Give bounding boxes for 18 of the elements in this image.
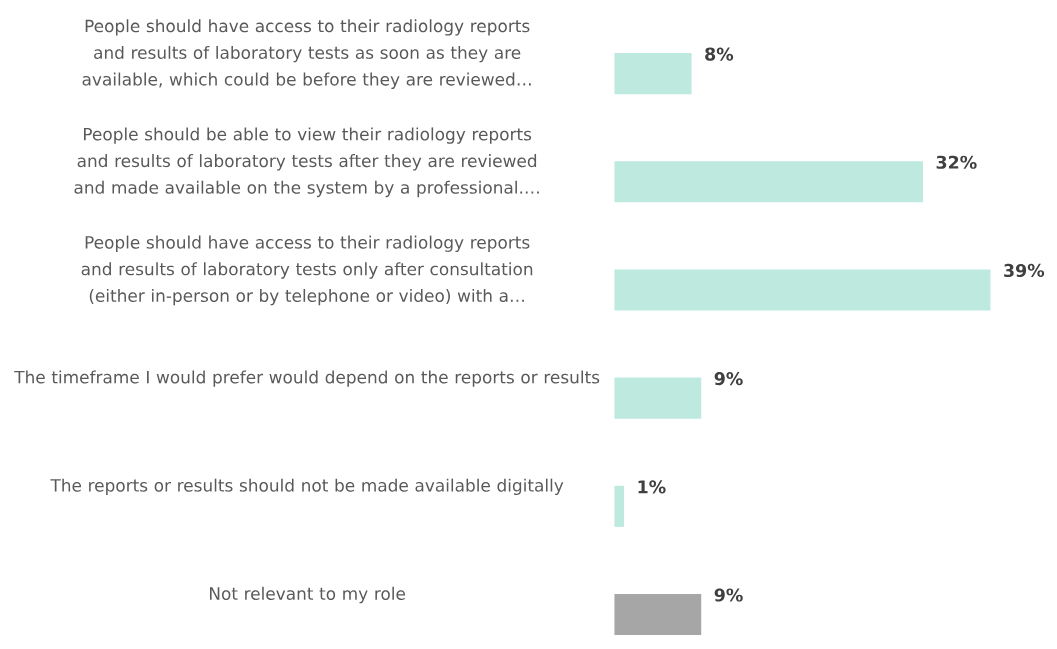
data-label: 9% <box>714 371 743 386</box>
y-tick-label: People should have access to their radiology reports and results of laboratory tests only after consultation (either in-person or by telephone or video) with a… <box>81 235 533 306</box>
bar <box>614 485 625 527</box>
bar <box>614 161 923 203</box>
y-tick-label: People should have access to their radiology reports and results of laboratory tests as soon as they are available, which could be before they are reviewed… <box>82 19 531 89</box>
y-tick-label: Not relevant to my role <box>209 586 406 604</box>
y-tick-label: The timeframe I would prefer would depend on the reports or results <box>14 370 600 387</box>
y-tick-label: The reports or results should not be made available digitally <box>50 478 564 495</box>
data-label: 32% <box>936 155 977 169</box>
data-label: 8% <box>705 47 734 61</box>
bar <box>614 377 702 419</box>
bar <box>614 593 702 636</box>
bar <box>614 53 692 95</box>
data-label: 9% <box>714 588 743 602</box>
bar <box>614 269 991 311</box>
data-label: 39% <box>1004 263 1045 277</box>
data-label: 1% <box>638 480 666 494</box>
y-tick-label: People should be able to view their radiology reports and results of laboratory tests after they are reviewed and made available on the system by a professional.… <box>74 127 539 198</box>
